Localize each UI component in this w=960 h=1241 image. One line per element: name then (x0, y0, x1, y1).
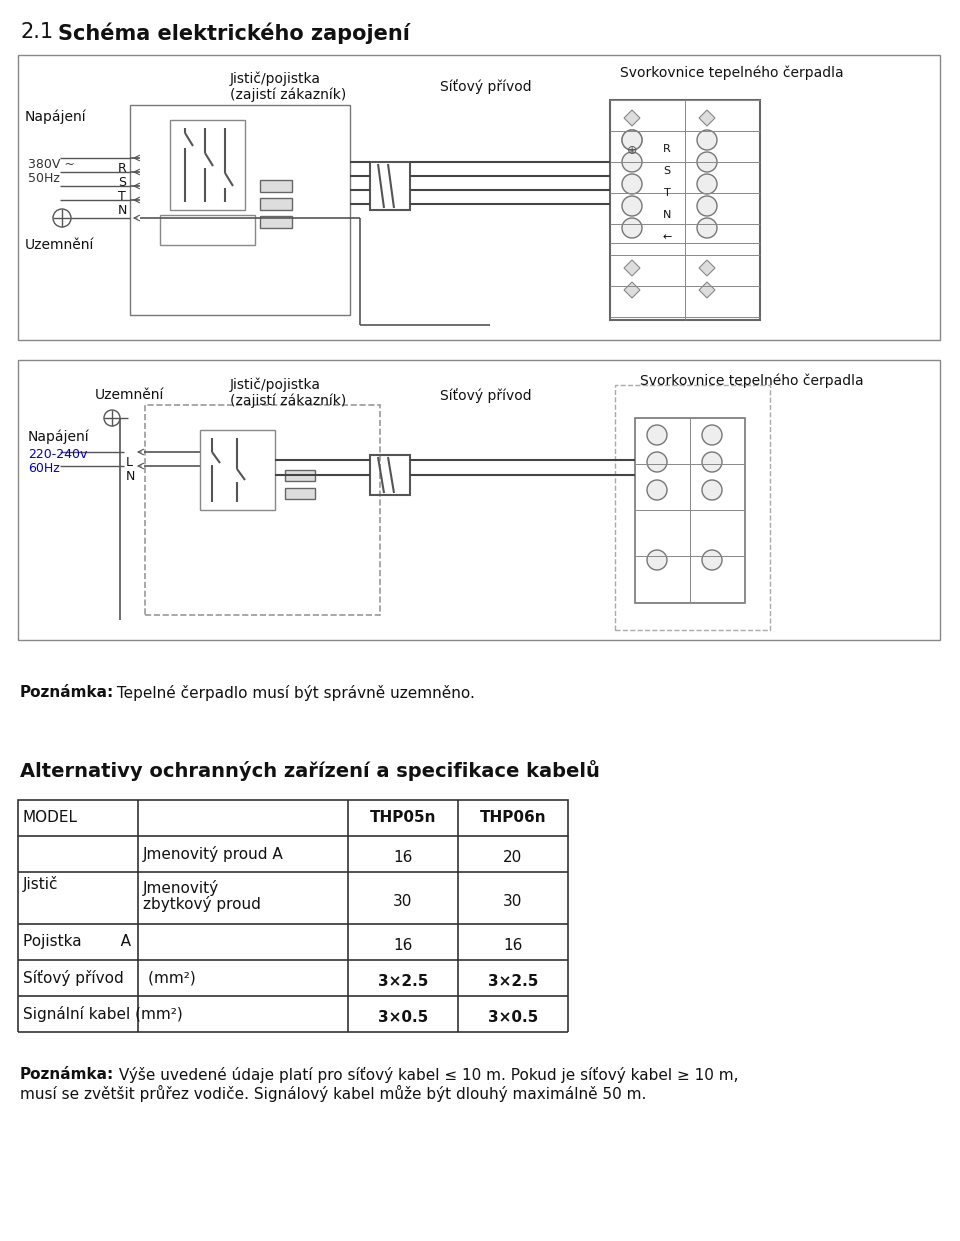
Circle shape (622, 196, 642, 216)
Text: N: N (118, 204, 128, 217)
Text: Pojistka        A: Pojistka A (23, 934, 131, 949)
Text: Signální kabel (mm²): Signální kabel (mm²) (23, 1006, 182, 1023)
Text: Síťový přívod: Síťový přívod (440, 388, 532, 403)
Text: 3×2.5: 3×2.5 (488, 974, 539, 989)
Bar (160, 215, 255, 244)
Bar (260, 180, 292, 192)
Text: Uzemnění: Uzemnění (95, 388, 164, 402)
Bar (18, 55, 940, 340)
Text: Alternativy ochranných zařízení a specifikace kabelů: Alternativy ochranných zařízení a specif… (20, 759, 600, 781)
Circle shape (697, 196, 717, 216)
Circle shape (702, 452, 722, 472)
Text: R: R (118, 163, 127, 175)
Text: MODEL: MODEL (23, 810, 78, 825)
Text: Svorkovnice tepelného čerpadla: Svorkovnice tepelného čerpadla (640, 374, 864, 388)
Text: 16: 16 (503, 938, 522, 953)
Text: 3×0.5: 3×0.5 (488, 1010, 539, 1025)
Text: Síťový přívod: Síťový přívod (440, 79, 532, 94)
Bar (285, 470, 315, 482)
Circle shape (697, 151, 717, 172)
Circle shape (622, 151, 642, 172)
Bar (260, 216, 292, 228)
Text: 16: 16 (394, 938, 413, 953)
Text: Síťový přívod     (mm²): Síťový přívod (mm²) (23, 970, 196, 987)
Bar (170, 120, 245, 210)
Circle shape (647, 550, 667, 570)
Text: Svorkovnice tepelného čerpadla: Svorkovnice tepelného čerpadla (620, 66, 844, 81)
Text: 2.1: 2.1 (20, 22, 53, 42)
Polygon shape (699, 261, 715, 276)
Text: Schéma elektrického zapojení: Schéma elektrického zapojení (58, 22, 410, 43)
Circle shape (622, 130, 642, 150)
Circle shape (702, 424, 722, 446)
Polygon shape (624, 261, 640, 276)
Bar (610, 101, 760, 320)
Text: T: T (118, 190, 126, 204)
Text: Jmenovitý: Jmenovitý (143, 880, 219, 896)
Circle shape (647, 452, 667, 472)
Text: Jistič: Jistič (23, 876, 59, 892)
Bar (260, 199, 292, 210)
Circle shape (697, 130, 717, 150)
Bar (200, 429, 275, 510)
Polygon shape (699, 282, 715, 298)
Text: musí se zvětšit průřez vodiče. Signálový kabel může být dlouhý maximálně 50 m.: musí se zvětšit průřez vodiče. Signálový… (20, 1085, 646, 1102)
Text: Uzemnění: Uzemnění (25, 238, 94, 252)
Text: 60Hz: 60Hz (28, 462, 60, 475)
Text: 16: 16 (394, 850, 413, 865)
Circle shape (702, 480, 722, 500)
Text: 3×0.5: 3×0.5 (378, 1010, 428, 1025)
Text: Napájení: Napájení (25, 110, 86, 124)
Bar (615, 385, 770, 630)
Text: Výše uvedené údaje platí pro síťový kabel ≤ 10 m. Pokud je síťový kabel ≥ 10 m,: Výše uvedené údaje platí pro síťový kabe… (114, 1067, 738, 1083)
Bar (370, 163, 410, 210)
Text: Napájení: Napájení (28, 429, 89, 444)
Circle shape (702, 550, 722, 570)
Text: Poznámka:: Poznámka: (20, 685, 114, 700)
Text: ⊕: ⊕ (627, 144, 637, 158)
Text: Jmenovitý proud A: Jmenovitý proud A (143, 846, 284, 862)
Bar (130, 105, 350, 315)
Text: Jistič/pojistka: Jistič/pojistka (230, 379, 321, 392)
Text: (zajistí zákazník): (zajistí zákazník) (230, 393, 347, 408)
Text: 30: 30 (394, 894, 413, 908)
Bar (635, 418, 745, 603)
Text: L: L (126, 455, 133, 469)
Circle shape (622, 130, 642, 150)
Text: 20: 20 (503, 850, 522, 865)
Text: N: N (662, 210, 671, 220)
Bar (145, 405, 380, 616)
Bar (18, 360, 940, 640)
Circle shape (697, 218, 717, 238)
Text: (zajistí zákazník): (zajistí zákazník) (230, 88, 347, 103)
Text: S: S (118, 176, 126, 189)
Circle shape (622, 218, 642, 238)
Text: zbytkový proud: zbytkový proud (143, 896, 261, 912)
Circle shape (622, 174, 642, 194)
Text: THP06n: THP06n (480, 810, 546, 825)
Circle shape (697, 174, 717, 194)
Text: R: R (663, 144, 671, 154)
Text: Poznámka:: Poznámka: (20, 1067, 114, 1082)
Polygon shape (624, 282, 640, 298)
Text: 220-240v: 220-240v (28, 448, 87, 460)
Text: 380V ~: 380V ~ (28, 158, 75, 171)
Text: 30: 30 (503, 894, 522, 908)
Polygon shape (624, 110, 640, 127)
Circle shape (647, 480, 667, 500)
Bar (18, 800, 568, 836)
Text: Tepelné čerpadlo musí být správně uzemněno.: Tepelné čerpadlo musí být správně uzemně… (112, 685, 475, 701)
Text: ←: ← (662, 232, 672, 242)
Polygon shape (699, 110, 715, 127)
Text: Jistič/pojistka: Jistič/pojistka (230, 72, 321, 87)
Text: N: N (126, 470, 135, 483)
Text: T: T (663, 187, 670, 199)
Text: 50Hz: 50Hz (28, 172, 60, 185)
Bar (285, 488, 315, 499)
Bar (370, 455, 410, 495)
Circle shape (647, 424, 667, 446)
Text: 3×2.5: 3×2.5 (378, 974, 428, 989)
Text: THP05n: THP05n (370, 810, 436, 825)
Text: S: S (663, 166, 671, 176)
